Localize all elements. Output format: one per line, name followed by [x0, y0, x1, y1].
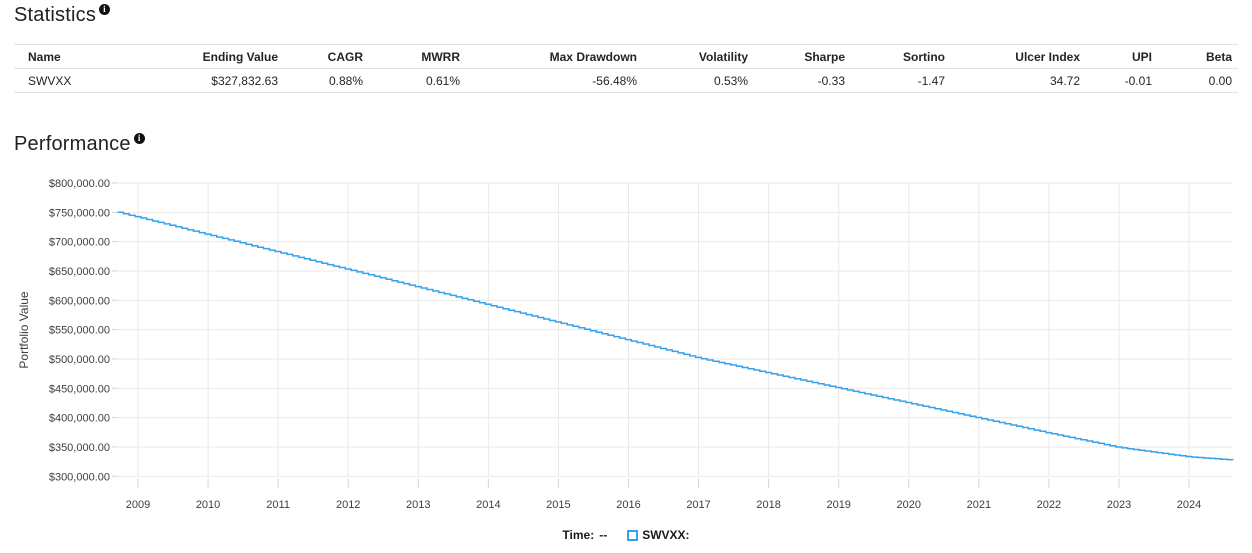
legend-series-label[interactable]: SWVXX: — [642, 528, 690, 542]
table-row: SWVXX $327,832.63 0.88% 0.61% -56.48% 0.… — [14, 68, 1238, 93]
x-axis-tick-label: 2019 — [826, 499, 850, 511]
cell-beta: 0.00 — [1158, 68, 1238, 93]
x-axis-tick-label: 2012 — [336, 499, 360, 511]
column-header-ending-value: Ending Value — [179, 44, 284, 69]
x-axis-tick-label: 2011 — [266, 499, 290, 511]
y-axis-tick-label: $800,000.00 — [49, 178, 110, 190]
cell-cagr: 0.88% — [284, 68, 369, 93]
x-axis-tick-label: 2013 — [406, 499, 430, 511]
x-axis-tick-label: 2010 — [196, 499, 220, 511]
x-axis-tick-label: 2021 — [967, 499, 991, 511]
statistics-table: Name Ending Value CAGR MWRR Max Drawdown… — [14, 44, 1238, 93]
y-axis-tick-label: $750,000.00 — [49, 207, 110, 219]
x-axis-tick-label: 2009 — [126, 499, 150, 511]
cell-name: SWVXX — [14, 68, 179, 93]
cell-max-drawdown: -56.48% — [466, 68, 643, 93]
series-swatch-icon[interactable] — [627, 529, 639, 541]
legend-time-label: Time: — [562, 528, 595, 542]
y-axis-tick-label: $500,000.00 — [49, 354, 110, 366]
y-axis-tick-label: $400,000.00 — [49, 413, 110, 425]
x-axis-tick-label: 2014 — [476, 499, 500, 511]
statistics-section-title: Statistics i — [14, 4, 111, 27]
column-header-upi: UPI — [1086, 44, 1158, 69]
column-header-beta: Beta — [1158, 44, 1238, 69]
column-header-max-drawdown: Max Drawdown — [466, 44, 643, 69]
y-axis-tick-label: $700,000.00 — [49, 237, 110, 249]
y-axis-tick-label: $600,000.00 — [49, 295, 110, 307]
column-header-name: Name — [14, 44, 179, 69]
performance-chart[interactable]: $800,000.00 $750,000.00 $700,000.00 $650,00… — [0, 170, 1252, 553]
column-header-sortino: Sortino — [851, 44, 951, 69]
y-axis-tick-label: $300,000.00 — [49, 471, 110, 483]
legend-time-value: -- — [599, 528, 608, 542]
y-axis-title: Portfolio Value — [17, 291, 31, 368]
y-axis-tick-label: $450,000.00 — [49, 383, 110, 395]
x-axis-tick-label: 2020 — [897, 499, 921, 511]
performance-title-text: Performance — [14, 133, 131, 155]
x-axis-tick-label: 2017 — [686, 499, 710, 511]
x-axis-tick-label: 2015 — [546, 499, 570, 511]
x-axis-tick-label: 2016 — [616, 499, 640, 511]
series-line-swvxx[interactable] — [117, 211, 1234, 461]
y-axis-tick-label: $650,000.00 — [49, 266, 110, 278]
chart-legend: Time: -- SWVXX: — [0, 528, 1252, 542]
statistics-title-text: Statistics — [14, 4, 97, 26]
y-axis-tick-label: $350,000.00 — [49, 442, 110, 454]
x-axis-tick-label: 2022 — [1037, 499, 1061, 511]
cell-sortino: -1.47 — [851, 68, 951, 93]
column-header-cagr: CAGR — [284, 44, 369, 69]
cell-mwrr: 0.61% — [369, 68, 466, 93]
cell-sharpe: -0.33 — [754, 68, 851, 93]
info-icon[interactable]: i — [133, 133, 145, 144]
cell-volatility: 0.53% — [643, 68, 754, 93]
performance-section-title: Performance i — [14, 133, 145, 156]
y-axis-tick-label: $550,000.00 — [49, 325, 110, 337]
column-header-mwrr: MWRR — [369, 44, 466, 69]
cell-ulcer-index: 34.72 — [951, 68, 1086, 93]
cell-ending-value: $327,832.63 — [179, 68, 284, 93]
column-header-ulcer-index: Ulcer Index — [951, 44, 1086, 69]
cell-upi: -0.01 — [1086, 68, 1158, 93]
x-axis-tick-label: 2023 — [1107, 499, 1131, 511]
column-header-volatility: Volatility — [643, 44, 754, 69]
x-axis-tick-label: 2024 — [1177, 499, 1201, 511]
table-header-row: Name Ending Value CAGR MWRR Max Drawdown… — [14, 44, 1238, 69]
info-icon[interactable]: i — [99, 4, 111, 15]
x-axis-tick-label: 2018 — [756, 499, 780, 511]
column-header-sharpe: Sharpe — [754, 44, 851, 69]
